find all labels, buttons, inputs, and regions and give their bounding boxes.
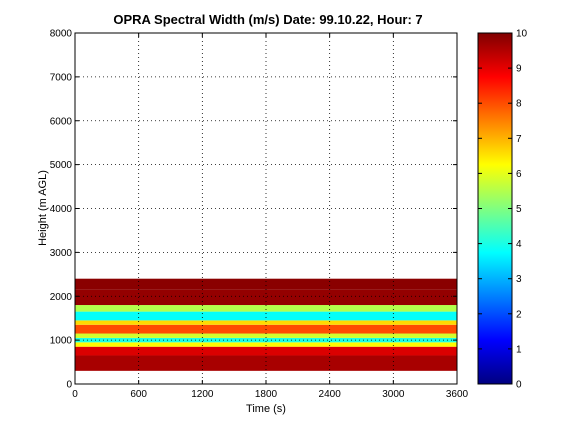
y-tick-label: 5000 bbox=[50, 160, 73, 171]
colorbar-tick-label: 5 bbox=[516, 204, 522, 215]
colorbar-tick-label: 10 bbox=[516, 29, 528, 40]
heatmap-band-3 bbox=[75, 337, 457, 343]
colorbar-tick-label: 3 bbox=[516, 274, 522, 285]
heatmap-band-10 bbox=[75, 278, 457, 290]
chart-title: OPRA Spectral Width (m/s) Date: 99.10.22… bbox=[113, 12, 422, 27]
y-tick-label: 1000 bbox=[50, 336, 73, 347]
x-tick-label: 1800 bbox=[255, 389, 278, 400]
x-tick-label: 0 bbox=[72, 389, 78, 400]
y-tick-label: 8000 bbox=[50, 29, 73, 40]
y-tick-label: 2000 bbox=[50, 292, 73, 303]
colorbar-tick-label: 6 bbox=[516, 169, 522, 180]
x-axis-ticks: 0 600 1200 1800 2400 3000 3600 bbox=[72, 33, 469, 400]
colorbar bbox=[477, 32, 513, 385]
colorbar-tick-label: 7 bbox=[516, 134, 522, 145]
colorbar-tick-label: 2 bbox=[516, 309, 522, 320]
y-tick-label: 3000 bbox=[50, 248, 73, 259]
x-tick-label: 3600 bbox=[446, 389, 469, 400]
colorbar-tick-label: 4 bbox=[516, 239, 522, 250]
y-tick-label: 4000 bbox=[50, 204, 73, 215]
x-tick-label: 600 bbox=[130, 389, 147, 400]
heatmap-band-7 bbox=[75, 311, 457, 321]
colorbar-ticks: 0 1 2 3 4 5 6 7 8 9 10 bbox=[478, 29, 528, 391]
colorbar-tick-label: 0 bbox=[516, 380, 522, 391]
heatmap-band-6 bbox=[75, 320, 457, 325]
colorbar-tick-label: 8 bbox=[516, 99, 522, 110]
heatmap-band-1 bbox=[75, 346, 457, 356]
y-axis-ticks: 0 1000 2000 3000 4000 5000 6000 7000 8000 bbox=[50, 29, 457, 391]
heatmap-band-4 bbox=[75, 333, 457, 338]
x-tick-label: 3000 bbox=[382, 389, 405, 400]
x-tick-label: 2400 bbox=[319, 389, 342, 400]
y-tick-label: 6000 bbox=[50, 116, 73, 127]
heatmap-band-2 bbox=[75, 342, 457, 347]
heatmap-band-0 bbox=[75, 355, 457, 371]
y-axis-label: Height (m AGL) bbox=[37, 170, 49, 246]
colorbar-tick-label: 1 bbox=[516, 344, 522, 355]
y-tick-label: 7000 bbox=[50, 72, 73, 83]
y-tick-label: 0 bbox=[66, 380, 72, 391]
heatmap-band-8 bbox=[75, 305, 457, 312]
colorbar-tick-label: 9 bbox=[516, 64, 522, 75]
x-tick-label: 1200 bbox=[191, 389, 214, 400]
grid-lines bbox=[75, 33, 457, 384]
x-axis-label: Time (s) bbox=[246, 403, 286, 415]
